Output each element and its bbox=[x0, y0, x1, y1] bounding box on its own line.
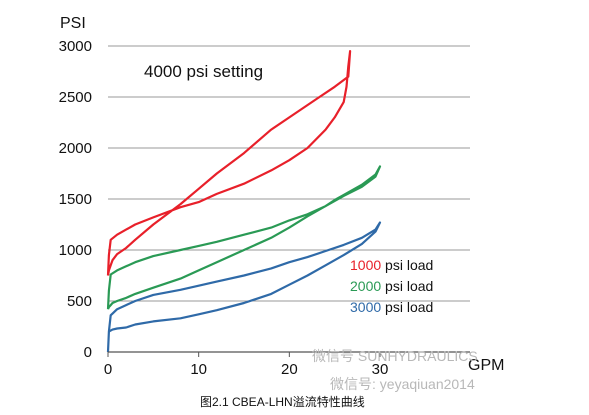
x-tick-label: 10 bbox=[190, 361, 207, 378]
y-tick-label: 1000 bbox=[59, 242, 92, 259]
figure-caption: 图2.1 CBEA-LHN溢流特性曲线 bbox=[200, 394, 365, 409]
tick-labels: 0 500 1000 1500 2000 2500 3000 0 10 20 30 bbox=[59, 38, 389, 378]
y-axis-title: PSI bbox=[60, 15, 86, 32]
legend-entry-1000: 1000 psi load bbox=[350, 257, 433, 273]
y-tick-label: 2500 bbox=[59, 89, 92, 106]
x-tick-label: 30 bbox=[372, 361, 389, 378]
series-line-1000-psi-load bbox=[106, 50, 352, 276]
y-tick-label: 1500 bbox=[59, 191, 92, 208]
legend-entry-3000: 3000 psi load bbox=[350, 299, 433, 315]
series-line-3000-psi-load bbox=[106, 221, 382, 353]
y-tick-label: 2000 bbox=[59, 140, 92, 157]
watermark-line-2: 微信号: yeyaqiuan2014 bbox=[330, 376, 475, 392]
x-tick-label: 20 bbox=[281, 361, 298, 378]
legend-suffix: psi load bbox=[381, 278, 433, 294]
legend-suffix: psi load bbox=[381, 299, 433, 315]
legend-value: 2000 bbox=[350, 278, 381, 294]
series-lines bbox=[106, 50, 382, 353]
series-line-2000-psi-load bbox=[106, 165, 382, 310]
y-tick-label: 0 bbox=[84, 344, 92, 361]
legend-suffix: psi load bbox=[381, 257, 433, 273]
legend-value: 3000 bbox=[350, 299, 381, 315]
setting-annotation: 4000 psi setting bbox=[144, 62, 263, 81]
watermark-line-1: 微信号 SUNHYDRAULICS bbox=[312, 348, 478, 364]
y-tick-label: 500 bbox=[67, 293, 92, 310]
x-axis-title: GPM bbox=[468, 357, 504, 374]
y-tick-label: 3000 bbox=[59, 38, 92, 55]
x-tick-label: 0 bbox=[104, 361, 112, 378]
grid-lines bbox=[108, 45, 470, 302]
legend-entry-2000: 2000 psi load bbox=[350, 278, 433, 294]
watermark: 微信号 SUNHYDRAULICS 微信号: yeyaqiuan2014 bbox=[312, 348, 478, 392]
legend-value: 1000 bbox=[350, 257, 381, 273]
